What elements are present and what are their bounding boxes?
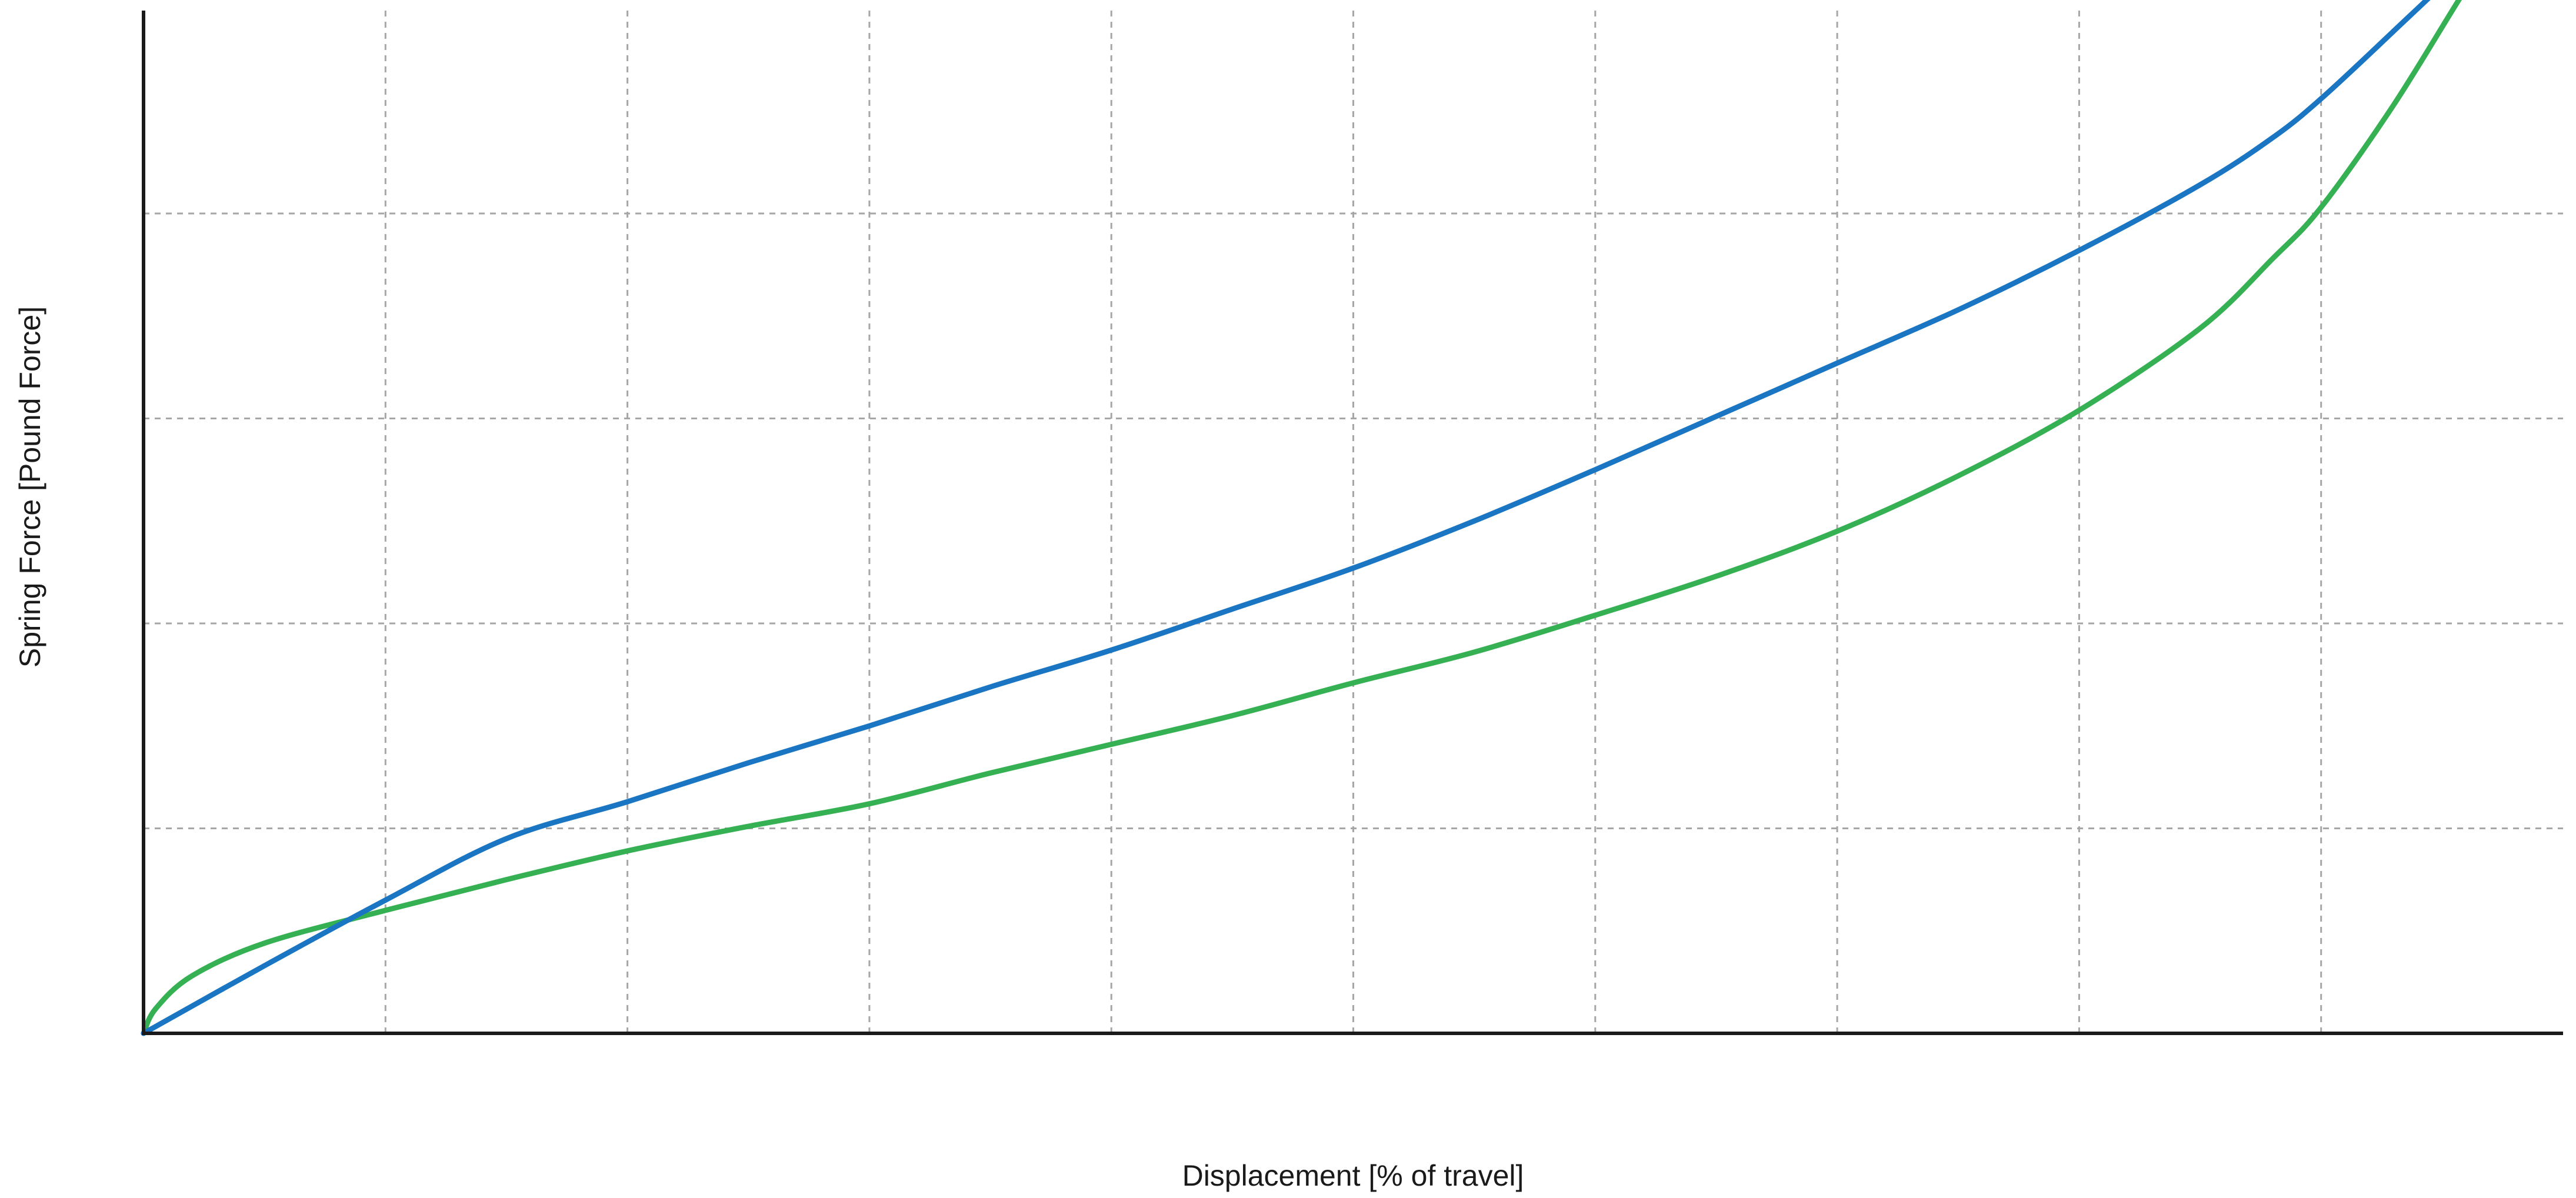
vertical-gridlines (384, 11, 2322, 1033)
x-axis-title: Displacement [% of travel] (1182, 1159, 1524, 1192)
series-line-green (141, 0, 2462, 1036)
series-layer (141, 0, 2462, 1036)
y-axis-title: Spring Force [Pound Force] (14, 306, 46, 668)
horizontal-gridlines (144, 212, 2563, 829)
series-line-blue (141, 0, 2431, 1036)
